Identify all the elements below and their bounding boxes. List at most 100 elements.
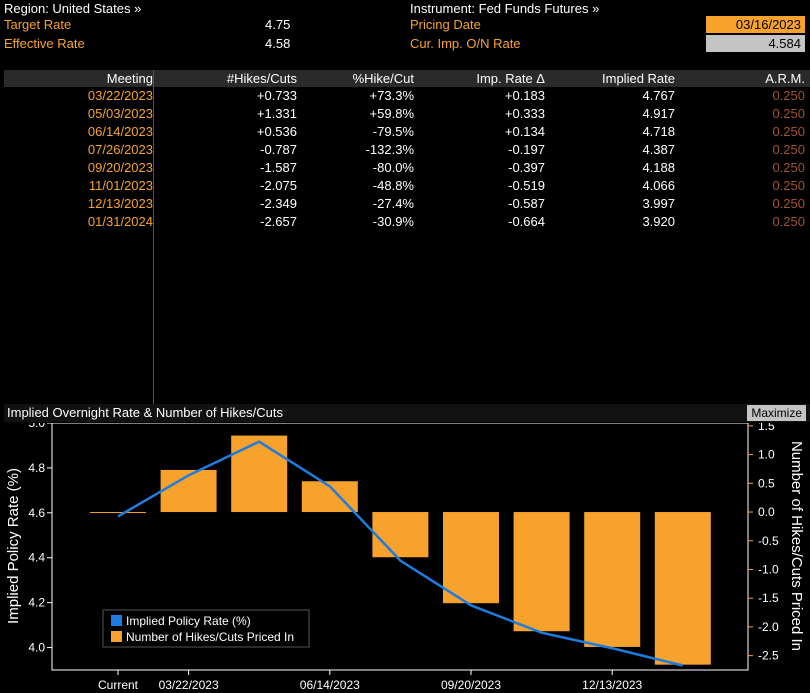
y-tick-label: 4.4 bbox=[28, 551, 45, 565]
y2-tick-label: -2.5 bbox=[758, 649, 779, 663]
cell-pct-hike-cut: -30.9% bbox=[372, 214, 414, 229]
y2-tick-label: -1.5 bbox=[758, 591, 779, 605]
cur-imp-rate-value: 4.584 bbox=[706, 35, 805, 52]
table-row[interactable]: 05/03/2023 +1.331 +59.8% +0.333 4.917 0.250 bbox=[4, 105, 810, 123]
pricing-date-label: Pricing Date bbox=[410, 17, 481, 32]
x-tick-label: 06/14/2023 bbox=[300, 678, 360, 692]
maximize-button[interactable]: Maximize bbox=[747, 405, 806, 421]
cell-hikes-cuts: +0.536 bbox=[256, 124, 297, 139]
cell-implied-rate: 4.917 bbox=[642, 106, 675, 121]
legend-swatch-line bbox=[111, 615, 122, 626]
x-tick-label: 03/22/2023 bbox=[159, 678, 219, 692]
table-header: Meeting #Hikes/Cuts %Hike/Cut Imp. Rate … bbox=[4, 70, 810, 87]
cell-arm: 0.250 bbox=[772, 214, 805, 229]
bar-03/22/2023 bbox=[160, 469, 217, 513]
x-tick-label: Current bbox=[98, 678, 139, 692]
bar-Current bbox=[90, 512, 146, 514]
cell-implied-rate: 4.767 bbox=[642, 88, 675, 103]
y2-tick-label: -2.0 bbox=[758, 620, 779, 634]
cell-imp-rate-delta: +0.333 bbox=[504, 106, 545, 121]
x-tick-label: 09/20/2023 bbox=[441, 678, 501, 692]
cell-meeting-date: 03/22/2023 bbox=[87, 88, 153, 103]
chart-title: Implied Overnight Rate & Number of Hikes… bbox=[7, 405, 283, 420]
cell-implied-rate: 3.920 bbox=[642, 214, 675, 229]
legend-label-line: Implied Policy Rate (%) bbox=[126, 614, 251, 628]
region-selector[interactable]: Region: United States » bbox=[4, 1, 142, 16]
cell-pct-hike-cut: +59.8% bbox=[369, 106, 414, 121]
cell-meeting-date: 11/01/2023 bbox=[88, 178, 153, 193]
table-divider bbox=[153, 70, 154, 404]
cell-imp-rate-delta: -0.197 bbox=[508, 142, 545, 157]
table-row[interactable]: 09/20/2023 -1.587 -80.0% -0.397 4.188 0.250 bbox=[4, 159, 810, 177]
cell-implied-rate: 4.387 bbox=[642, 142, 675, 157]
cell-hikes-cuts: +0.733 bbox=[256, 88, 297, 103]
cell-pct-hike-cut: -48.8% bbox=[372, 178, 414, 193]
table-row[interactable]: 06/14/2023 +0.536 -79.5% +0.134 4.718 0.250 bbox=[4, 123, 810, 141]
cell-pct-hike-cut: -27.4% bbox=[372, 196, 414, 211]
col-implied-rate[interactable]: Implied Rate bbox=[602, 71, 675, 86]
y2-tick-label: 1.5 bbox=[758, 423, 775, 433]
cell-imp-rate-delta: -0.664 bbox=[508, 214, 545, 229]
instrument-selector[interactable]: Instrument: Fed Funds Futures » bbox=[410, 1, 600, 16]
col-arm[interactable]: A.R.M. bbox=[765, 71, 805, 86]
cell-implied-rate: 4.066 bbox=[642, 178, 675, 193]
table-row[interactable]: 01/31/2024 -2.657 -30.9% -0.664 3.920 0.250 bbox=[4, 213, 810, 231]
cell-pct-hike-cut: +73.3% bbox=[369, 88, 414, 103]
cell-pct-hike-cut: -80.0% bbox=[372, 160, 414, 175]
cell-imp-rate-delta: +0.183 bbox=[504, 88, 545, 103]
col-meeting[interactable]: Meeting bbox=[106, 71, 153, 86]
table-row[interactable]: 03/22/2023 +0.733 +73.3% +0.183 4.767 0.250 bbox=[4, 87, 810, 105]
y2-tick-label: -1.0 bbox=[758, 562, 779, 576]
legend-swatch-bar bbox=[111, 631, 122, 642]
cell-imp-rate-delta: -0.397 bbox=[508, 160, 545, 175]
cell-imp-rate-delta: +0.134 bbox=[504, 124, 545, 139]
cell-arm: 0.250 bbox=[772, 124, 805, 139]
y2-tick-label: -0.5 bbox=[758, 534, 779, 548]
cell-pct-hike-cut: -132.3% bbox=[365, 142, 414, 157]
cell-hikes-cuts: +1.331 bbox=[256, 106, 297, 121]
cell-arm: 0.250 bbox=[772, 106, 805, 121]
y-tick-label: 4.2 bbox=[28, 596, 45, 610]
chart-legend: Implied Policy Rate (%) Number of Hikes/… bbox=[102, 609, 310, 648]
bar-07/26/2023 bbox=[372, 512, 429, 558]
bar-05/03/2023 bbox=[231, 435, 288, 513]
cell-imp-rate-delta: -0.519 bbox=[508, 178, 545, 193]
legend-label-bar: Number of Hikes/Cuts Priced In bbox=[126, 630, 294, 644]
y-axis-label: Implied Policy Rate (%) bbox=[5, 468, 22, 624]
table-row[interactable]: 07/26/2023 -0.787 -132.3% -0.197 4.387 0.250 bbox=[4, 141, 810, 159]
cell-meeting-date: 09/20/2023 bbox=[87, 160, 153, 175]
cell-hikes-cuts: -2.657 bbox=[260, 214, 297, 229]
cell-pct-hike-cut: -79.5% bbox=[372, 124, 414, 139]
y-tick-label: 4.0 bbox=[28, 641, 45, 655]
bar-09/20/2023 bbox=[443, 512, 499, 604]
cell-arm: 0.250 bbox=[772, 178, 805, 193]
cell-hikes-cuts: -1.587 bbox=[260, 160, 297, 175]
target-rate-label: Target Rate bbox=[4, 17, 72, 32]
cell-implied-rate: 4.718 bbox=[642, 124, 675, 139]
table-row[interactable]: 11/01/2023 -2.075 -48.8% -0.519 4.066 0.250 bbox=[4, 177, 810, 195]
y-tick-label: 4.8 bbox=[28, 461, 45, 475]
implied-rate-chart: 5.0 4.8 4.6 4.4 4.2 4.0 1.5 1.0 0.5 0.0 -0.5 -1.0 -… bbox=[5, 423, 805, 692]
y-tick-label: 4.6 bbox=[28, 506, 45, 520]
implied-rate-line bbox=[117, 440, 684, 667]
bar-12/13/2023 bbox=[584, 512, 641, 647]
y-tick-label: 5.0 bbox=[28, 423, 45, 430]
cell-arm: 0.250 bbox=[772, 142, 805, 157]
bar-11/01/2023 bbox=[513, 512, 570, 632]
cell-imp-rate-delta: -0.587 bbox=[508, 196, 545, 211]
col-imp-rate-delta[interactable]: Imp. Rate Δ bbox=[476, 71, 545, 86]
y2-tick-label: 0.5 bbox=[758, 476, 775, 490]
pricing-date-input[interactable]: 03/16/2023 bbox=[706, 16, 805, 33]
y2-tick-label: 0.0 bbox=[758, 505, 775, 519]
y2-tick-label: 1.0 bbox=[758, 448, 775, 462]
y2-axis-label: Number of Hikes/Cuts Priced In bbox=[788, 441, 805, 651]
cell-hikes-cuts: -2.349 bbox=[260, 196, 297, 211]
cell-meeting-date: 01/31/2024 bbox=[87, 214, 153, 229]
cell-hikes-cuts: -0.787 bbox=[260, 142, 297, 157]
table-row[interactable]: 12/13/2023 -2.349 -27.4% -0.587 3.997 0.250 bbox=[4, 195, 810, 213]
bar-01/31/2024 bbox=[654, 512, 711, 665]
cell-arm: 0.250 bbox=[772, 160, 805, 175]
cell-arm: 0.250 bbox=[772, 196, 805, 211]
col-pct-hike-cut[interactable]: %Hike/Cut bbox=[352, 71, 414, 86]
col-hikes-cuts[interactable]: #Hikes/Cuts bbox=[226, 71, 297, 86]
